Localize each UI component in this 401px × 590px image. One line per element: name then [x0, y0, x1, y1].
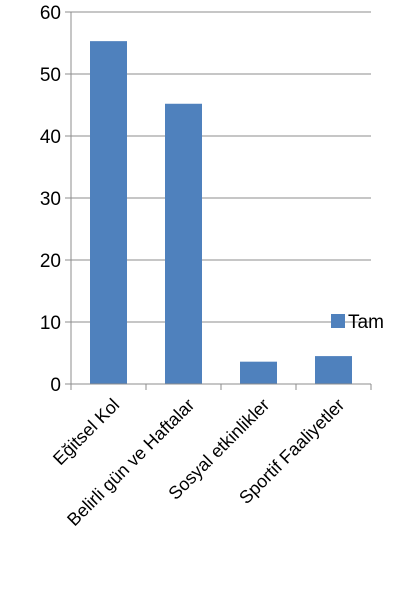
bar — [315, 356, 352, 384]
y-tick-label: 10 — [40, 313, 61, 334]
bars — [90, 41, 352, 384]
legend-label: Tam — [348, 312, 384, 333]
y-tick-label: 20 — [40, 251, 61, 272]
axes — [65, 11, 372, 390]
y-tick-label: 40 — [40, 127, 61, 148]
bar — [90, 41, 127, 384]
y-tick-label: 50 — [40, 65, 61, 86]
category-label: Belirli gün ve Haftalar — [63, 395, 198, 530]
bar — [240, 361, 277, 384]
category-label: Eğitsel Kol — [49, 395, 123, 469]
y-tick-label: 60 — [40, 3, 61, 24]
bar — [165, 103, 202, 384]
legend-swatch — [331, 314, 345, 328]
y-tick-labels: 0 10 20 30 40 50 60 — [40, 3, 61, 396]
legend: Tam — [331, 312, 384, 333]
y-tick-label: 30 — [40, 189, 61, 210]
y-tick-label: 0 — [50, 375, 61, 396]
